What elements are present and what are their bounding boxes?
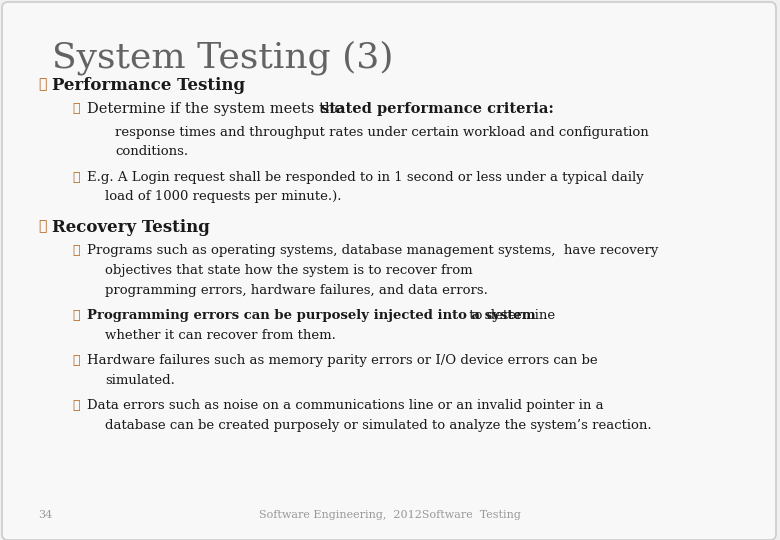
Text: ⦿: ⦿ [72, 102, 80, 115]
Text: Recovery Testing: Recovery Testing [52, 219, 210, 236]
Text: Software Engineering,  2012Software  Testing: Software Engineering, 2012Software Testi… [259, 510, 521, 520]
Text: response times and throughput rates under certain workload and configuration: response times and throughput rates unde… [115, 126, 649, 139]
Text: ⦿: ⦿ [72, 245, 80, 258]
Text: Programs such as operating systems, database management systems,  have recovery: Programs such as operating systems, data… [87, 245, 658, 258]
Text: ⦿: ⦿ [72, 171, 80, 184]
Text: simulated.: simulated. [105, 374, 175, 387]
Text: ⦿: ⦿ [72, 399, 80, 412]
Text: E.g. A Login request shall be responded to in 1 second or less under a typical d: E.g. A Login request shall be responded … [87, 171, 644, 184]
Text: ⦿: ⦿ [72, 309, 80, 322]
Text: conditions.: conditions. [115, 145, 188, 158]
Text: Determine if the system meets the: Determine if the system meets the [87, 102, 348, 116]
Text: programming errors, hardware failures, and data errors.: programming errors, hardware failures, a… [105, 284, 488, 297]
Text: to determine: to determine [465, 309, 555, 322]
Text: Programming errors can be purposely injected into a system: Programming errors can be purposely inje… [87, 309, 536, 322]
Text: objectives that state how the system is to recover from: objectives that state how the system is … [105, 264, 473, 277]
Text: load of 1000 requests per minute.).: load of 1000 requests per minute.). [105, 191, 342, 204]
Text: database can be created purposely or simulated to analyze the system’s reaction.: database can be created purposely or sim… [105, 419, 651, 432]
Text: 34: 34 [38, 510, 52, 520]
Text: stated performance criteria:: stated performance criteria: [321, 102, 554, 116]
Text: ⦿: ⦿ [38, 219, 46, 233]
Text: ⦿: ⦿ [72, 354, 80, 367]
Text: whether it can recover from them.: whether it can recover from them. [105, 329, 336, 342]
Text: Hardware failures such as memory parity errors or I/O device errors can be: Hardware failures such as memory parity … [87, 354, 597, 367]
Text: ⦿: ⦿ [38, 77, 46, 91]
Text: Performance Testing: Performance Testing [52, 77, 245, 94]
Text: System Testing (3): System Testing (3) [52, 40, 393, 75]
Text: Data errors such as noise on a communications line or an invalid pointer in a: Data errors such as noise on a communica… [87, 399, 604, 412]
